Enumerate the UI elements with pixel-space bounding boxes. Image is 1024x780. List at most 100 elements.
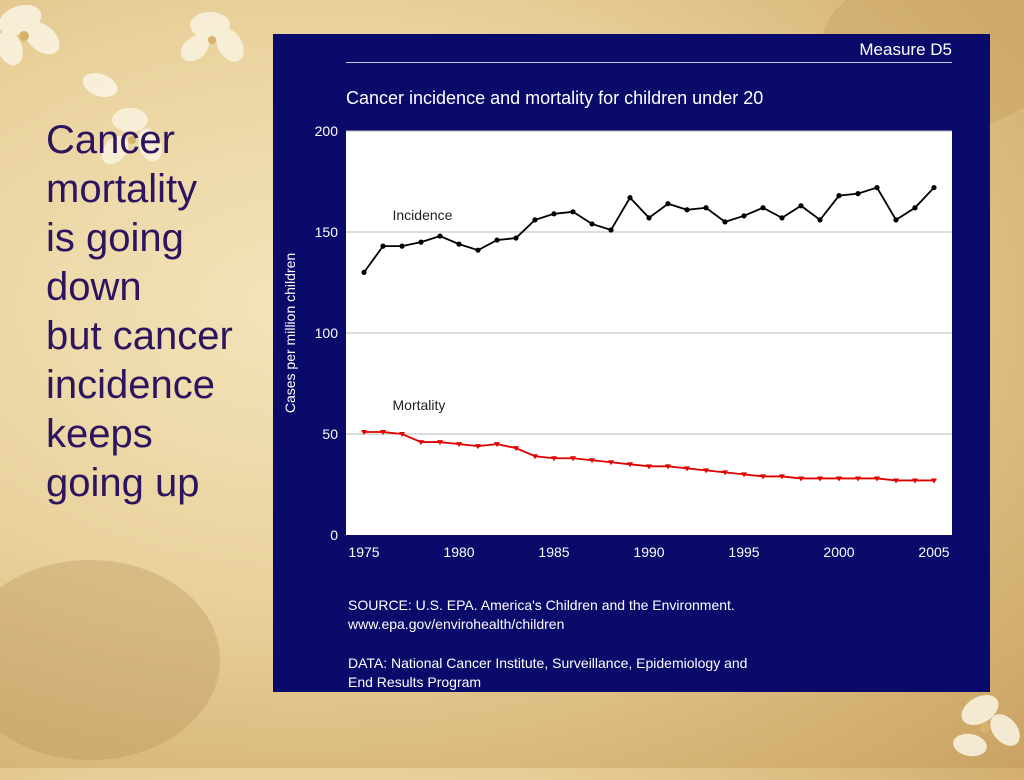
x-tick-label: 1995 (728, 544, 759, 560)
x-tick-label: 1975 (348, 544, 379, 560)
flower-icon (0, 4, 118, 98)
incidence-point (684, 207, 690, 213)
slide-body-text: Cancer mortality is going down but cance… (46, 116, 271, 508)
slide-text-line: mortality (46, 167, 198, 211)
slide-text-line: keeps (46, 412, 153, 456)
incidence-point (760, 205, 766, 211)
data-note: DATA: National Cancer Institute, Surveil… (348, 654, 747, 692)
incidence-point (722, 219, 728, 225)
chart-title: Cancer incidence and mortality for child… (346, 88, 764, 108)
mortality-point (570, 456, 576, 462)
y-axis-label: Cases per million children (282, 253, 298, 413)
mortality-point (741, 472, 747, 478)
incidence-point (513, 235, 519, 241)
mortality-point (817, 476, 823, 482)
mortality-point (532, 454, 538, 460)
mortality-point (684, 466, 690, 472)
mortality-point (798, 476, 804, 482)
mortality-point (608, 460, 614, 466)
incidence-point (627, 195, 633, 201)
source-line: SOURCE: U.S. EPA. America's Children and… (348, 597, 735, 613)
mortality-point (912, 478, 918, 484)
incidence-point (456, 241, 462, 247)
mortality-point (893, 478, 899, 484)
x-tick-label: 1985 (538, 544, 569, 560)
header-divider (346, 62, 952, 63)
mortality-series-label: Mortality (393, 397, 446, 413)
x-tick-label: 2005 (918, 544, 949, 560)
incidence-series-label: Incidence (393, 207, 453, 223)
mortality-point (646, 464, 652, 470)
incidence-point (931, 184, 937, 191)
mortality-point (589, 458, 595, 464)
slide-text-line: down (46, 265, 142, 309)
y-tick-label: 150 (315, 224, 339, 240)
measure-label: Measure D5 (859, 40, 952, 59)
slide-text-line: Cancer (46, 118, 175, 162)
data-line: End Results Program (348, 674, 482, 690)
mortality-point (855, 476, 861, 482)
flower-icon (101, 108, 162, 165)
source-note: SOURCE: U.S. EPA. America's Children and… (348, 596, 735, 634)
incidence-point (532, 217, 538, 223)
mortality-point (722, 470, 728, 476)
incidence-point (646, 215, 652, 221)
chart-panel: Measure D5 Cancer incidence and mortalit… (273, 34, 990, 692)
mortality-point (361, 429, 367, 435)
incidence-point (893, 217, 899, 223)
mortality-point (475, 444, 481, 450)
mortality-point (551, 456, 557, 462)
mortality-point (418, 440, 424, 446)
slide-text-line: incidence (46, 363, 216, 407)
incidence-point (608, 227, 614, 233)
mortality-point (931, 478, 937, 484)
mortality-point (703, 468, 709, 474)
incidence-point (798, 203, 804, 209)
incidence-point (779, 215, 785, 221)
incidence-point (912, 205, 918, 211)
source-url: www.epa.gov/envirohealth/children (348, 616, 565, 632)
x-tick-label: 1990 (633, 544, 664, 560)
y-tick-label: 0 (330, 527, 338, 543)
incidence-point (361, 269, 367, 275)
mortality-point (456, 442, 462, 448)
incidence-point (551, 211, 557, 217)
incidence-point (855, 191, 861, 197)
incidence-point (874, 184, 880, 191)
incidence-point (703, 205, 709, 211)
mortality-point (494, 442, 500, 448)
mortality-point (627, 462, 633, 468)
mortality-point (836, 476, 842, 482)
y-tick-label: 50 (322, 426, 338, 442)
slide-text-line: is going (46, 216, 184, 260)
x-tick-label: 1980 (443, 544, 474, 560)
mortality-point (779, 474, 785, 480)
mortality-point (665, 464, 671, 470)
data-line: DATA: National Cancer Institute, Surveil… (348, 655, 748, 671)
incidence-point (494, 237, 500, 243)
slide-text-line: but cancer (46, 314, 233, 358)
mortality-point (380, 429, 386, 435)
slide-text-line: going up (46, 461, 200, 505)
flower-icon (180, 12, 244, 62)
mortality-point (874, 476, 880, 482)
y-tick-label: 200 (315, 123, 339, 139)
line-chart: 0 50 100 150 200 1975 1980 1985 1990 1995 2000 2005… (282, 123, 952, 560)
flower-icon (953, 694, 1020, 757)
mortality-point (399, 432, 405, 437)
incidence-point (836, 193, 842, 199)
incidence-point (399, 243, 405, 249)
incidence-point (817, 217, 823, 223)
incidence-point (475, 247, 481, 253)
incidence-point (418, 239, 424, 245)
mortality-point (760, 474, 766, 480)
incidence-point (589, 221, 595, 227)
incidence-point (741, 213, 747, 219)
mortality-point (513, 446, 519, 452)
incidence-point (380, 243, 386, 249)
mortality-point (437, 440, 443, 446)
incidence-point (437, 233, 443, 239)
incidence-point (570, 209, 576, 215)
y-tick-label: 100 (315, 325, 339, 341)
incidence-point (665, 201, 671, 207)
